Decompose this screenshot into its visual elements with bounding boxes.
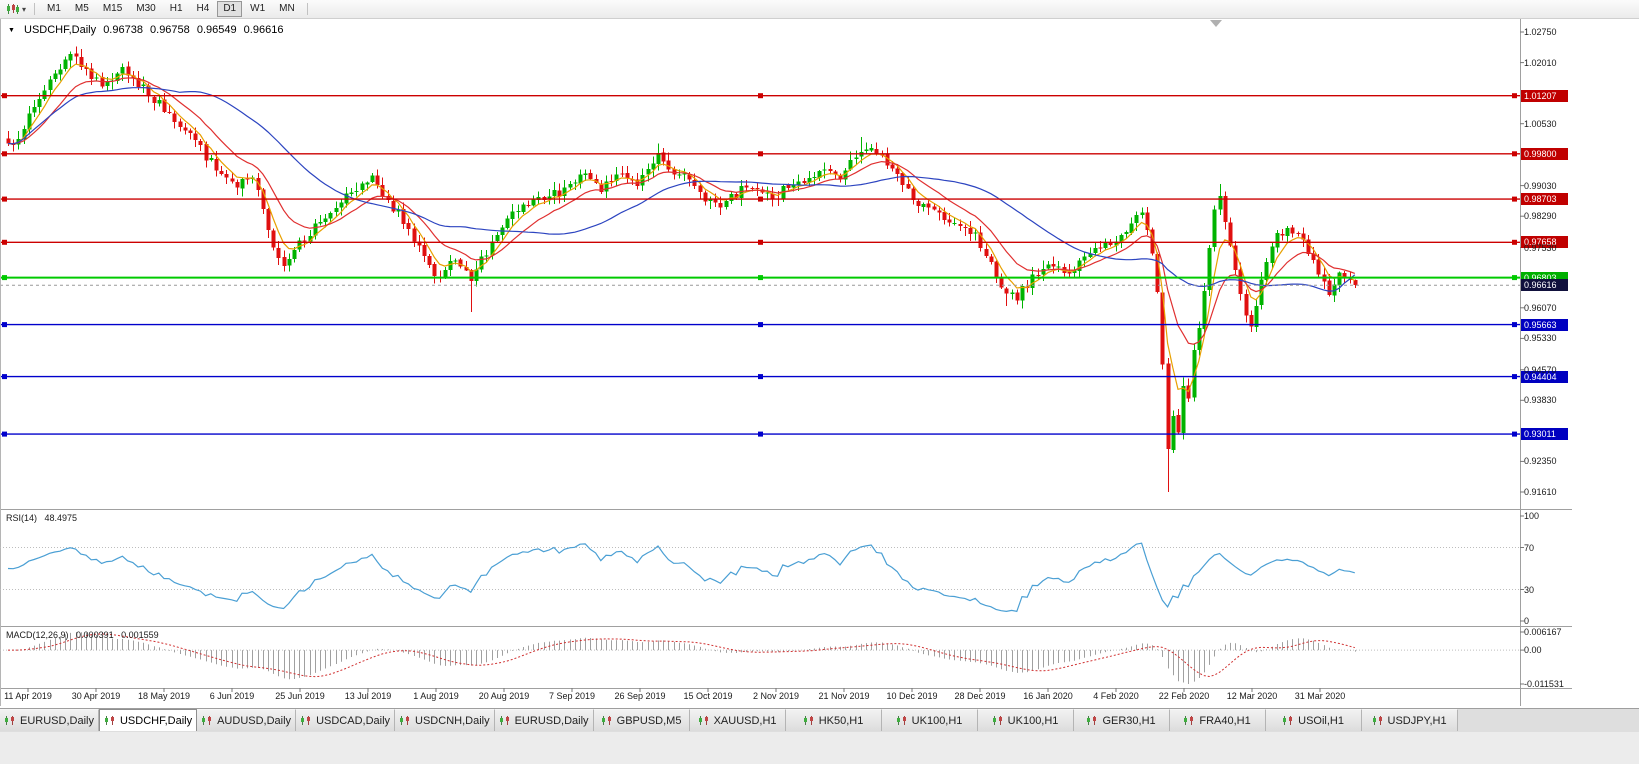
tab-usdcad-daily[interactable]: USDCAD,Daily: [296, 709, 396, 731]
timeframe-button-m5[interactable]: M5: [74, 3, 89, 14]
tab-label: EURUSD,Daily: [514, 714, 589, 727]
macd-pane-title: MACD(12,26,9) 0.000391 0.001559: [6, 630, 164, 640]
moving-average-fast: [7, 63, 1356, 393]
tab-usoil-h1[interactable]: USOil,H1: [1265, 709, 1362, 731]
timeframe-button-m1[interactable]: M1: [47, 3, 61, 14]
chart-tab-icon: [698, 716, 708, 725]
chart-tab-icon: [803, 716, 813, 725]
ohlc-high: 0.96758: [150, 24, 190, 36]
tab-label: USDCHF,Daily: [119, 714, 193, 727]
tab-label: USOil,H1: [1298, 714, 1344, 727]
chart-type-icon[interactable]: [6, 3, 20, 15]
tab-label: USDCNH,Daily: [415, 714, 490, 727]
chart-toolbar: ▾ M1 M5 M15 M30 H1 H4 D1 W1 MN: [0, 0, 1639, 19]
macd-histogram: [13, 632, 1356, 684]
collapse-triangle-icon[interactable]: ▼: [8, 27, 15, 34]
tab-fra40-h1[interactable]: FRA40,H1: [1169, 709, 1266, 731]
ohlc-close: 0.96616: [243, 24, 284, 36]
tab-gbpusd-m5[interactable]: GBPUSD,M5: [593, 709, 690, 731]
tab-eurusd-daily[interactable]: EURUSD,Daily: [494, 709, 594, 731]
bottom-strip: [0, 731, 1639, 764]
candlestick-series: [6, 46, 1358, 492]
tab-hk50-h1[interactable]: HK50,H1: [785, 709, 882, 731]
chart-tab-icon: [499, 716, 509, 725]
dropdown-caret-icon[interactable]: ▾: [22, 4, 27, 14]
tab-label: AUDUSD,Daily: [217, 714, 292, 727]
chart-tab-icon: [992, 716, 1002, 725]
tab-label: UK100,H1: [911, 714, 963, 727]
timeframe-button-group: M1 M5 M15 M30 H1 H4 D1 W1 MN: [40, 1, 302, 17]
tab-label: USDJPY,H1: [1387, 714, 1447, 727]
chart-shift-marker[interactable]: [1210, 20, 1222, 27]
tab-usdchf-daily[interactable]: USDCHF,Daily: [98, 709, 198, 731]
macd-signal-value: 0.001559: [121, 630, 159, 640]
tab-label: USDCAD,Daily: [316, 714, 391, 727]
chart-tab-icon: [202, 716, 212, 725]
tab-label: FRA40,H1: [1199, 714, 1251, 727]
timeframe-button-d1[interactable]: D1: [217, 1, 243, 17]
chart-tab-icon: [1372, 716, 1382, 725]
tab-usdcnh-daily[interactable]: USDCNH,Daily: [395, 709, 495, 731]
rsi-pane-title: RSI(14) 48.4975: [6, 513, 82, 523]
chart-tab-icon: [601, 716, 611, 725]
chart-title: ▼ USDCHF,Daily 0.96738 0.96758 0.96549 0…: [8, 24, 287, 36]
tab-usdjpy-h1[interactable]: USDJPY,H1: [1361, 709, 1458, 731]
tab-label: GER30,H1: [1102, 714, 1156, 727]
chart-tab-icon: [1087, 716, 1097, 725]
moving-average-medium: [7, 77, 1356, 345]
tab-uk100-h1[interactable]: UK100,H1: [881, 709, 978, 731]
chart-tab-icon: [896, 716, 906, 725]
toolbar-separator: [306, 3, 308, 15]
chart-tab-icon: [301, 716, 311, 725]
chart-tab-bar: EURUSD,Daily USDCHF,Daily AUDUSD,Daily USDC…: [0, 708, 1639, 732]
tab-eurusd-daily[interactable]: EURUSD,Daily: [0, 709, 99, 731]
tab-label: UK100,H1: [1007, 714, 1059, 727]
timeframe-button-w1[interactable]: W1: [250, 3, 266, 14]
toolbar-separator: [34, 3, 36, 15]
tab-uk100-h1[interactable]: UK100,H1: [977, 709, 1074, 731]
tab-label: HK50,H1: [818, 714, 864, 727]
chart-tab-icon: [1184, 716, 1194, 725]
tab-label: XAUUSD,H1: [713, 714, 777, 727]
macd-signal-line: [8, 633, 1355, 678]
rsi-value: 48.4975: [44, 513, 78, 523]
chart-tab-icon: [104, 716, 114, 725]
tab-audusd-daily[interactable]: AUDUSD,Daily: [197, 709, 297, 731]
macd-label: MACD(12,26,9): [6, 630, 69, 640]
chart-tab-icon: [400, 716, 410, 725]
chart-symbol: USDCHF,Daily: [24, 24, 97, 36]
moving-average-slow: [7, 86, 1356, 292]
timeframe-button-m30[interactable]: M30: [136, 3, 156, 14]
ohlc-open: 0.96738: [103, 24, 143, 36]
macd-main-value: 0.000391: [76, 630, 114, 640]
chart-tab-icon: [1283, 716, 1293, 725]
chart-tab-icon: [5, 716, 14, 725]
timeframe-button-h1[interactable]: H1: [169, 3, 183, 14]
tab-label: EURUSD,Daily: [20, 714, 94, 727]
ohlc-low: 0.96549: [196, 24, 237, 36]
rsi-line: [7, 542, 1355, 613]
timeframe-button-m15[interactable]: M15: [102, 3, 123, 14]
tab-xauusd-h1[interactable]: XAUUSD,H1: [689, 709, 786, 731]
tab-label: GBPUSD,M5: [616, 714, 682, 727]
rsi-label: RSI(14): [6, 513, 38, 523]
timeframe-button-h4[interactable]: H4: [196, 3, 210, 14]
timeframe-button-mn[interactable]: MN: [279, 3, 295, 14]
tab-ger30-h1[interactable]: GER30,H1: [1073, 709, 1170, 731]
